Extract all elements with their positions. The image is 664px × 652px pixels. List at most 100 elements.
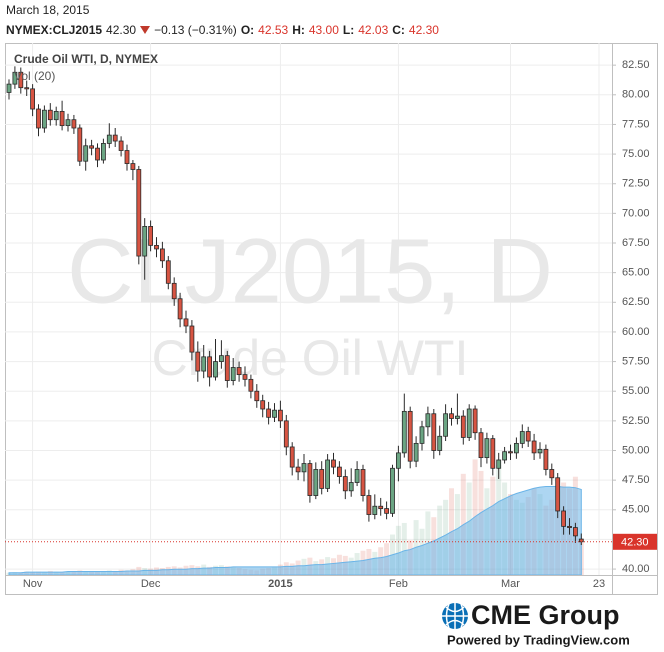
candle-body bbox=[537, 448, 543, 454]
candle-body bbox=[419, 426, 425, 444]
candle-body bbox=[295, 466, 301, 473]
candle-body bbox=[230, 367, 236, 381]
ohlc-label: H: bbox=[292, 23, 305, 37]
candle-body bbox=[472, 408, 478, 434]
candle-body bbox=[53, 110, 59, 121]
legend-series: Crude Oil WTI, D, NYMEX bbox=[14, 52, 158, 66]
candle-body bbox=[313, 469, 319, 496]
candle-body bbox=[77, 127, 83, 162]
change: −0.13 (−0.31%) bbox=[154, 23, 237, 37]
y-tick-label: 60.00 bbox=[622, 326, 650, 338]
y-tick-label: 55.00 bbox=[622, 385, 650, 397]
candle-body bbox=[454, 415, 460, 419]
x-tick-label: 23 bbox=[593, 578, 605, 590]
candle-body bbox=[83, 145, 89, 162]
ohlc-label: L: bbox=[342, 23, 355, 37]
candle-body bbox=[443, 413, 449, 437]
powered-by[interactable]: Powered by TradingView.com bbox=[447, 632, 630, 647]
y-tick-label: 80.00 bbox=[622, 89, 650, 101]
volume-bar bbox=[395, 525, 401, 575]
candle-body bbox=[118, 140, 124, 151]
candle-body bbox=[165, 260, 171, 284]
candle-body bbox=[384, 508, 390, 514]
y-tick-label: 50.00 bbox=[622, 444, 650, 456]
y-tick-label: 45.00 bbox=[622, 504, 650, 516]
candle-body bbox=[36, 108, 41, 129]
candle-body bbox=[567, 525, 572, 528]
y-tick-label: 75.00 bbox=[622, 148, 650, 160]
candle-body bbox=[148, 226, 154, 246]
candle-body bbox=[348, 482, 354, 492]
candle-body bbox=[555, 477, 561, 512]
candle-body bbox=[136, 169, 142, 257]
candle-body bbox=[484, 438, 490, 459]
candle-body bbox=[207, 356, 213, 378]
candle-body bbox=[437, 435, 443, 451]
watermark-symbol: CLJ2015, D bbox=[67, 220, 553, 322]
down-arrow bbox=[140, 25, 151, 34]
candle-body bbox=[490, 438, 496, 469]
candle-body bbox=[331, 459, 336, 468]
y-tick-label: 67.50 bbox=[622, 237, 650, 249]
candle-body bbox=[254, 390, 260, 402]
candle-body bbox=[277, 409, 283, 422]
y-tick-label: 70.00 bbox=[622, 207, 650, 219]
candle-body bbox=[366, 495, 372, 515]
volume-pane bbox=[6, 459, 584, 576]
candle-body bbox=[71, 119, 77, 129]
last-price-label: 42.30 bbox=[621, 537, 649, 549]
candle-body bbox=[47, 109, 53, 121]
candle-body bbox=[549, 469, 555, 479]
x-tick-label: Nov bbox=[23, 578, 43, 590]
candle-body bbox=[30, 88, 36, 110]
x-tick-label: Mar bbox=[501, 578, 520, 590]
candle-body bbox=[519, 431, 525, 444]
y-tick-label: 65.00 bbox=[622, 267, 650, 279]
candle-body bbox=[543, 448, 549, 470]
symbol: NYMEX:CLJ2015 bbox=[6, 23, 103, 37]
x-tick-label: Dec bbox=[141, 578, 161, 590]
y-tick-label: 77.50 bbox=[622, 118, 650, 130]
candle-body bbox=[496, 459, 502, 469]
candle-body bbox=[42, 109, 47, 129]
candle-body bbox=[460, 415, 466, 438]
candle-body bbox=[236, 367, 242, 376]
candle-body bbox=[24, 87, 30, 90]
candle-body bbox=[124, 150, 130, 164]
last-price-tag bbox=[613, 533, 657, 550]
ohlc-value: 42.53 bbox=[258, 23, 289, 37]
candle-body bbox=[242, 374, 248, 380]
candle-body bbox=[531, 440, 537, 454]
candle-body bbox=[183, 318, 189, 327]
y-tick-label: 57.50 bbox=[622, 355, 650, 367]
legend-volume: Vol (20) bbox=[14, 69, 55, 83]
candle-body bbox=[514, 442, 519, 454]
ohlc-label: C: bbox=[392, 23, 405, 37]
quote-row: NYMEX:CLJ2015 42.30 −0.13 (−0.31%) O: 42.… bbox=[6, 23, 439, 37]
y-tick-label: 52.50 bbox=[622, 415, 650, 427]
candle-body bbox=[195, 351, 201, 372]
candle-body bbox=[171, 282, 177, 300]
candle-body bbox=[573, 527, 578, 537]
candle-body bbox=[319, 469, 325, 489]
candle-body bbox=[101, 143, 106, 161]
candle-body bbox=[201, 356, 207, 372]
candle-body bbox=[189, 325, 195, 353]
candle-body bbox=[425, 413, 431, 428]
candle-body bbox=[508, 451, 513, 454]
candle-body bbox=[378, 505, 384, 510]
candle-body bbox=[478, 432, 484, 459]
candle-body bbox=[466, 408, 472, 438]
ohlc-value: 42.03 bbox=[358, 23, 389, 37]
ohlc-value: 42.30 bbox=[408, 23, 439, 37]
candle-body bbox=[407, 410, 413, 462]
cme-logo bbox=[442, 603, 468, 629]
date: March 18, 2015 bbox=[6, 3, 90, 17]
brand: CME Group bbox=[471, 600, 620, 630]
candle-body bbox=[307, 463, 313, 496]
candle-body bbox=[395, 452, 401, 469]
candle-body bbox=[218, 355, 224, 362]
last-price: 42.30 bbox=[106, 23, 137, 37]
